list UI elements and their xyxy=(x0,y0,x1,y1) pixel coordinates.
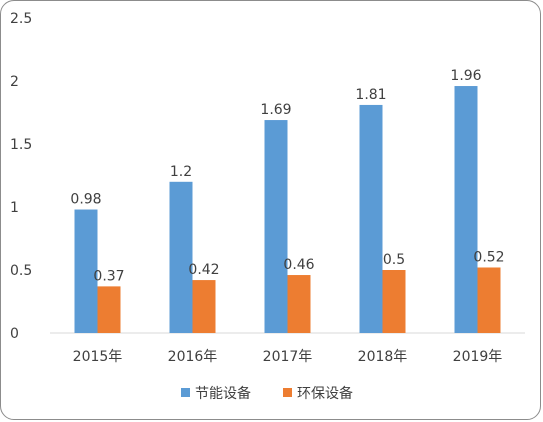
data-label: 0.37 xyxy=(93,268,124,284)
legend-label: 节能设备 xyxy=(195,385,251,402)
y-tick-label: 2 xyxy=(10,74,19,90)
data-label: 1.2 xyxy=(170,164,192,180)
data-label: 0.52 xyxy=(473,249,504,265)
bar-energy-saving-2015年 xyxy=(74,209,98,333)
y-axis-ticks: 0 0.5 1 1.5 2 2.5 xyxy=(10,11,32,342)
data-label: 1.69 xyxy=(260,102,291,118)
bar-environmental-2019年 xyxy=(477,267,501,333)
x-tick-label: 2019年 xyxy=(453,349,503,365)
bar-environmental-2015年 xyxy=(97,286,121,333)
y-tick-label: 1.5 xyxy=(10,137,32,153)
data-label: 0.5 xyxy=(383,252,405,268)
legend-label: 环保设备 xyxy=(297,385,353,402)
y-tick-label: 1 xyxy=(10,200,19,216)
y-tick-label: 0.5 xyxy=(10,263,32,279)
x-tick-label: 2018年 xyxy=(358,349,408,365)
data-label: 1.81 xyxy=(355,87,386,103)
x-tick-label: 2017年 xyxy=(263,349,313,365)
data-labels: 0.98 1.2 1.69 1.81 1.96 0.37 0.42 0.46 0.5 0.52 xyxy=(70,68,504,284)
x-tick-label: 2015年 xyxy=(73,349,123,365)
data-label: 0.46 xyxy=(283,257,314,273)
y-tick-label: 0 xyxy=(10,326,19,342)
bar-energy-saving-2016年 xyxy=(169,181,193,333)
bar-energy-saving-2019年 xyxy=(454,86,478,333)
x-tick-label: 2016年 xyxy=(168,349,218,365)
data-label: 1.96 xyxy=(450,68,481,84)
data-label: 0.42 xyxy=(188,262,219,278)
legend-swatch xyxy=(283,388,292,397)
bars xyxy=(74,86,501,333)
bar-environmental-2016年 xyxy=(192,280,216,333)
data-label: 0.98 xyxy=(70,192,101,208)
bar-energy-saving-2017年 xyxy=(264,120,288,333)
y-tick-label: 2.5 xyxy=(10,11,32,27)
bar-energy-saving-2018年 xyxy=(359,104,383,333)
legend: 节能设备 环保设备 xyxy=(181,385,353,402)
bar-environmental-2018年 xyxy=(382,270,406,333)
x-axis-ticks: 2015年 2016年 2017年 2018年 2019年 xyxy=(73,349,503,365)
bar-environmental-2017年 xyxy=(287,275,311,333)
legend-swatch xyxy=(181,388,190,397)
